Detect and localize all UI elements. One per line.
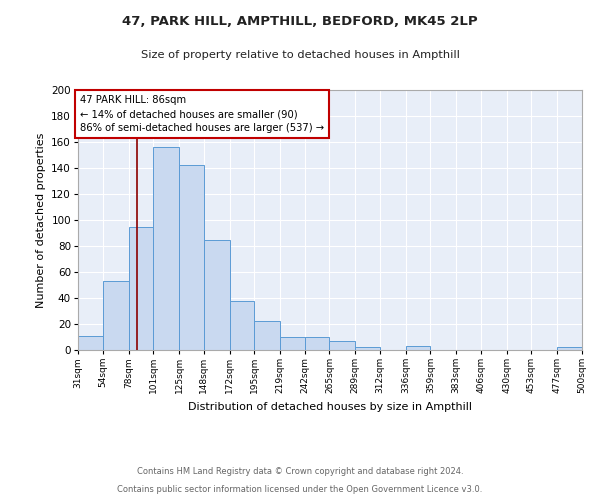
Bar xyxy=(78,336,103,350)
Bar xyxy=(305,337,329,350)
Bar xyxy=(355,348,380,350)
Bar xyxy=(557,348,582,350)
Bar xyxy=(128,226,153,350)
Bar xyxy=(230,300,254,350)
Bar xyxy=(254,322,280,350)
Bar xyxy=(179,166,204,350)
Bar xyxy=(329,341,355,350)
Text: Size of property relative to detached houses in Ampthill: Size of property relative to detached ho… xyxy=(140,50,460,60)
Y-axis label: Number of detached properties: Number of detached properties xyxy=(36,132,46,308)
Bar xyxy=(280,337,305,350)
Bar xyxy=(153,147,179,350)
X-axis label: Distribution of detached houses by size in Ampthill: Distribution of detached houses by size … xyxy=(188,402,472,411)
Text: Contains HM Land Registry data © Crown copyright and database right 2024.: Contains HM Land Registry data © Crown c… xyxy=(137,467,463,476)
Text: 47 PARK HILL: 86sqm
← 14% of detached houses are smaller (90)
86% of semi-detach: 47 PARK HILL: 86sqm ← 14% of detached ho… xyxy=(80,95,324,133)
Text: Contains public sector information licensed under the Open Government Licence v3: Contains public sector information licen… xyxy=(118,485,482,494)
Bar xyxy=(406,346,430,350)
Bar xyxy=(204,240,230,350)
Text: 47, PARK HILL, AMPTHILL, BEDFORD, MK45 2LP: 47, PARK HILL, AMPTHILL, BEDFORD, MK45 2… xyxy=(122,15,478,28)
Bar xyxy=(103,281,128,350)
